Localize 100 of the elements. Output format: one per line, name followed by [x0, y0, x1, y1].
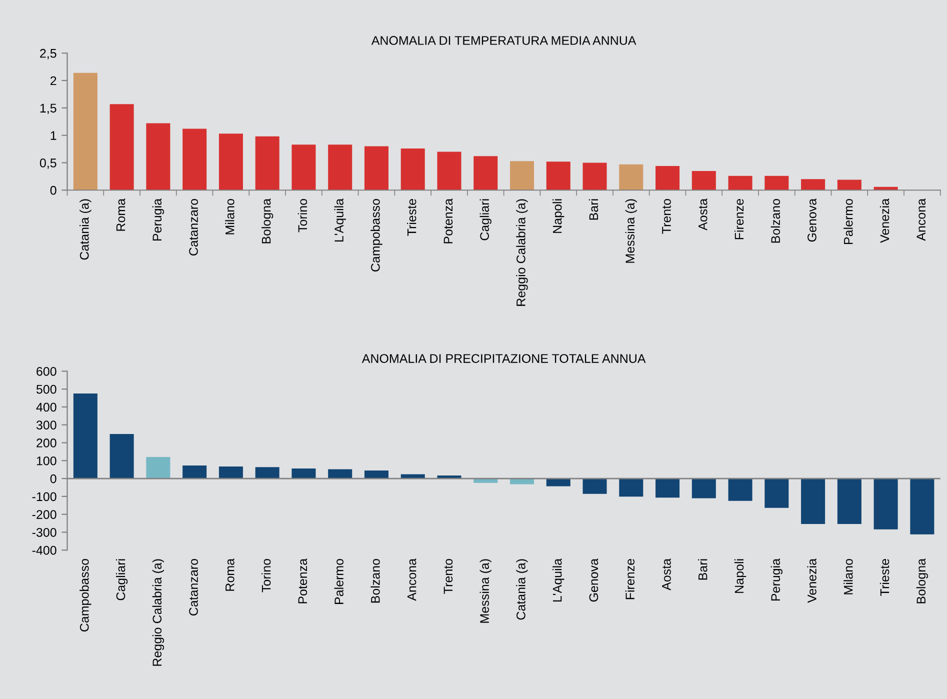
y-tick-label: 2,5 — [40, 48, 56, 60]
x-tick-label: Trieste — [880, 559, 890, 596]
y-tick-label: 100 — [36, 456, 56, 466]
x-tick-label: Cagliari — [116, 559, 128, 600]
bar — [582, 478, 607, 494]
x-tick-label: Bolzano — [770, 198, 780, 243]
x-tick-label: Potenza — [444, 198, 453, 244]
bar — [73, 394, 98, 479]
x-tick-label: Torino — [262, 558, 271, 592]
x-tick-label: Ancona — [916, 198, 926, 241]
bar — [728, 176, 752, 190]
x-tick-label: Milano — [844, 558, 853, 594]
bar — [146, 457, 170, 479]
y-tick-label: 300 — [36, 420, 56, 430]
bar — [182, 128, 207, 190]
x-tick-label: Trento — [444, 558, 453, 594]
x-tick-label: Bologna — [916, 558, 928, 604]
bar — [255, 136, 280, 190]
x-tick-label: Venezia — [880, 198, 890, 243]
bar — [801, 478, 826, 524]
bar — [692, 478, 716, 498]
bar — [764, 478, 789, 508]
x-tick-label: Ancona — [407, 558, 416, 601]
bar — [437, 152, 462, 190]
x-tick-label: Bolzano — [370, 558, 380, 603]
y-tick-label: 200 — [36, 438, 56, 448]
bar — [364, 146, 388, 190]
x-tick-label: Palermo — [334, 558, 344, 604]
y-tick-label: -200 — [32, 510, 56, 519]
bar — [837, 180, 862, 190]
bar — [110, 104, 134, 190]
bar — [619, 164, 644, 190]
bar — [656, 166, 680, 190]
y-tick-label: 400 — [36, 402, 56, 412]
x-tick-label: Genova — [589, 558, 598, 602]
bar — [328, 144, 352, 190]
x-tick-label: Palermo — [844, 198, 853, 244]
bar — [619, 478, 644, 497]
y-tick-label: 2 — [50, 76, 56, 86]
x-tick-label: Firenze — [734, 199, 744, 240]
y-tick-label: 1,5 — [40, 104, 56, 114]
x-tick-label: Aosta — [698, 198, 708, 230]
x-tick-label: Cagliari — [480, 199, 492, 240]
bar — [582, 162, 607, 190]
x-tick-label: Milano — [225, 198, 234, 234]
chart-title: ANOMALIA DI PRECIPITAZIONE TOTALE ANNUA — [362, 354, 646, 363]
bar — [328, 469, 352, 479]
x-tick-label: Bari — [588, 199, 598, 220]
x-tick-label: L'Aquila — [552, 558, 564, 602]
x-tick-label: Reggio Calabria (a) — [152, 559, 164, 666]
x-tick-label: Trento — [662, 198, 671, 234]
x-tick-label: Napoli — [552, 199, 564, 233]
bar — [764, 176, 789, 190]
x-tick-label: Catania (a) — [516, 559, 528, 620]
bar — [110, 434, 134, 479]
x-tick-label: Catanzaro — [189, 198, 198, 256]
bar — [837, 478, 862, 524]
y-tick-label: 0,5 — [40, 158, 56, 169]
bar — [910, 478, 934, 534]
bar — [292, 468, 316, 479]
y-tick-label: 500 — [36, 384, 56, 394]
bar — [292, 144, 316, 190]
x-tick-label: Torino — [298, 198, 308, 232]
x-tick-label: Campobasso — [370, 198, 382, 272]
bar — [874, 478, 898, 530]
bar — [474, 156, 498, 190]
bar — [218, 466, 243, 479]
bar — [546, 162, 570, 190]
x-tick-label: Bologna — [262, 198, 274, 244]
bar — [728, 478, 752, 501]
x-tick-label: Trieste — [407, 199, 416, 236]
x-tick-label: Reggio Calabria (a) — [516, 199, 528, 306]
x-tick-label: L'Aquila — [334, 198, 346, 242]
x-tick-label: Messina (a) — [480, 559, 492, 623]
bar — [146, 123, 170, 190]
y-tick-label: 1 — [50, 131, 56, 140]
chart-title: ANOMALIA DI TEMPERATURA MEDIA ANNUA — [371, 36, 636, 45]
y-tick-label: 0 — [50, 186, 56, 195]
bar — [182, 465, 207, 479]
bar — [73, 72, 98, 190]
y-tick-label: 600 — [36, 366, 56, 376]
x-tick-label: Perugia — [770, 558, 782, 601]
bar — [255, 467, 280, 479]
x-tick-label: Roma — [116, 198, 126, 231]
x-tick-label: Catanzaro — [189, 558, 198, 616]
bar — [364, 470, 388, 479]
bar — [400, 148, 425, 190]
x-tick-label: Campobasso — [80, 558, 92, 632]
x-tick-label: Napoli — [734, 559, 746, 593]
bar — [510, 161, 534, 190]
x-tick-label: Perugia — [152, 198, 164, 241]
x-tick-label: Catania (a) — [80, 199, 92, 260]
bar — [656, 478, 680, 498]
bar — [692, 170, 716, 190]
y-tick-label: -100 — [32, 492, 56, 502]
bar — [801, 179, 826, 190]
y-tick-label: -300 — [32, 528, 56, 537]
bar — [546, 478, 570, 486]
x-tick-label: Messina (a) — [625, 199, 637, 263]
y-tick-label: -400 — [32, 546, 56, 555]
